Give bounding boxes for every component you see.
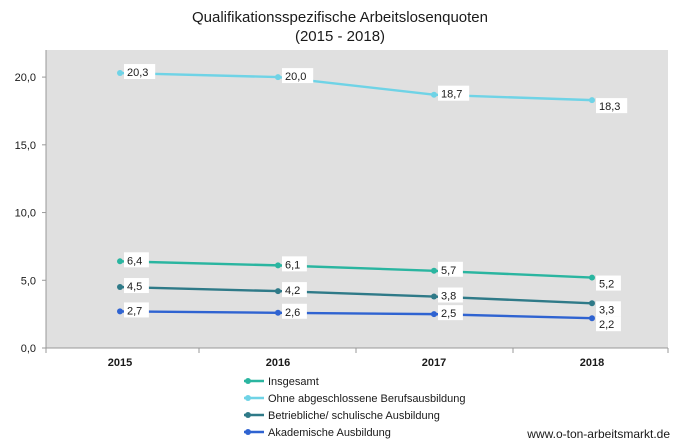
- series-layer: [117, 70, 595, 322]
- data-label-box: [438, 305, 463, 321]
- data-point: [431, 267, 437, 274]
- data-label-box: [596, 301, 621, 317]
- data-label: 5,7: [441, 265, 456, 277]
- data-label: 20,3: [127, 67, 148, 79]
- x-tick-label: 2016: [266, 357, 290, 369]
- data-label: 2,6: [285, 307, 300, 319]
- data-label-box: [438, 261, 463, 277]
- data-label-box: [282, 68, 314, 84]
- data-point: [117, 308, 123, 315]
- legend-swatch-marker: [245, 378, 251, 384]
- data-point: [589, 97, 595, 104]
- data-point: [431, 311, 437, 318]
- data-label: 4,2: [285, 285, 300, 297]
- data-point: [275, 74, 281, 81]
- x-tick-label: 2018: [580, 357, 604, 369]
- data-point: [589, 315, 595, 322]
- y-tick-label: 0,0: [21, 343, 36, 355]
- data-label-box: [124, 64, 156, 80]
- y-tick-label: 5,0: [21, 275, 36, 287]
- data-point: [589, 300, 595, 307]
- y-tick-label: 20,0: [15, 72, 36, 84]
- chart-title-line-1: Qualifikationsspezifische Arbeitslosenqu…: [192, 9, 488, 26]
- data-label: 18,3: [599, 101, 620, 113]
- data-label: 2,5: [441, 308, 456, 320]
- data-point: [431, 91, 437, 98]
- data-point: [275, 309, 281, 316]
- data-point: [589, 274, 595, 281]
- data-label: 2,7: [127, 305, 142, 317]
- chart-title-line-2: (2015 - 2018): [295, 28, 385, 45]
- y-tick-label: 15,0: [15, 140, 36, 152]
- data-labels: 6,4 6,1 5,7 5,2 20,3 20,0 18,7 18,3 4,5 4,2 3,8 3,3…: [124, 64, 628, 332]
- data-point: [431, 293, 437, 300]
- data-label: 3,8: [441, 291, 456, 303]
- chart-title: Qualifikationsspezifische Arbeitslosenqu…: [192, 9, 488, 45]
- series-line-4: [119, 310, 593, 320]
- data-label-box: [124, 278, 149, 294]
- data-label-box: [282, 282, 307, 298]
- data-label-box: [282, 303, 307, 319]
- data-label-box: [438, 85, 470, 101]
- data-label-box: [124, 302, 149, 318]
- data-label: 18,7: [441, 89, 462, 101]
- legend-swatch-marker: [245, 412, 251, 418]
- data-point: [117, 258, 123, 265]
- data-point: [117, 284, 123, 291]
- y-tick-label: 10,0: [15, 208, 36, 220]
- x-axis: 2015 2016 2017 2018: [45, 347, 669, 369]
- legend-entry: Ohne abgeschlossene Berufsausbildung: [268, 393, 466, 405]
- data-label: 2,2: [599, 319, 614, 331]
- legend-swatch-marker: [245, 429, 251, 435]
- data-label: 3,3: [599, 304, 614, 316]
- data-label-box: [596, 275, 621, 291]
- legend: Insgesamt Ohne abgeschlossene Berufsausbi…: [244, 376, 466, 439]
- data-label-box: [124, 252, 149, 268]
- legend-entry: Betriebliche/ schulische Ausbildung: [268, 410, 440, 422]
- x-tick-label: 2017: [422, 357, 446, 369]
- source-text: www.o-ton-arbeitsmarkt.de: [526, 427, 670, 441]
- data-label: 20,0: [285, 71, 306, 83]
- data-label: 6,4: [127, 255, 142, 267]
- data-point: [275, 262, 281, 269]
- series-line-1: [119, 260, 593, 279]
- data-label-box: [438, 287, 463, 303]
- x-tick-label: 2015: [108, 357, 132, 369]
- data-point: [275, 288, 281, 295]
- data-label-box: [596, 98, 628, 114]
- data-label: 6,1: [285, 259, 300, 271]
- data-label-box: [282, 256, 307, 272]
- y-axis: 0,0 5,0 10,0 15,0 20,0: [15, 50, 47, 355]
- data-label: 4,5: [127, 281, 142, 293]
- legend-entry: Insgesamt: [268, 376, 319, 388]
- data-label-box: [596, 316, 621, 332]
- legend-entry: Akademische Ausbildung: [268, 427, 391, 439]
- data-point: [117, 70, 123, 77]
- series-line-3: [119, 285, 593, 305]
- legend-swatch-marker: [245, 395, 251, 401]
- series-line-2: [119, 71, 593, 102]
- data-label: 5,2: [599, 279, 614, 291]
